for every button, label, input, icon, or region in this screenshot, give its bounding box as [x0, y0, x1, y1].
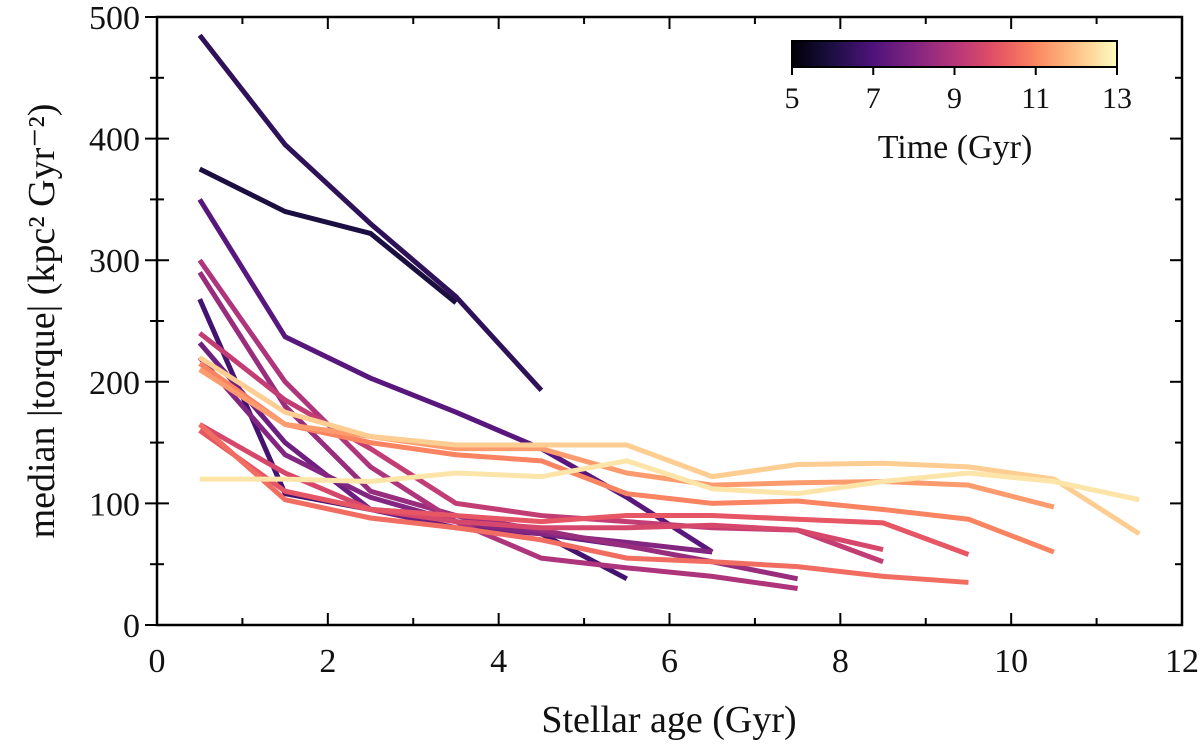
colorbar-gradient [791, 40, 1118, 68]
x-tick-label: 8 [832, 643, 849, 680]
series-line-7 [197, 258, 798, 591]
y-tick-label: 300 [89, 243, 140, 280]
series-line-9 [198, 422, 884, 553]
colorbar-tick-label: 7 [866, 82, 881, 115]
y-tick-label: 400 [89, 122, 140, 159]
x-tick-label: 6 [661, 643, 678, 680]
series-line-13 [198, 367, 1055, 510]
series-line-0 [198, 166, 458, 305]
x-tick-label: 0 [149, 643, 166, 680]
colorbar-ticks: 5 7 9 11 13 [785, 67, 1132, 115]
x-tick-label: 4 [490, 643, 507, 680]
y-axis-label: median |torque| (kpc² Gyr⁻²) [21, 104, 63, 539]
x-tick-label: 12 [1165, 643, 1199, 680]
y-tick-label: 500 [89, 0, 140, 37]
colorbar-tick-label: 13 [1102, 82, 1132, 115]
series-line-1 [197, 33, 544, 392]
y-tick-label: 100 [89, 486, 140, 523]
y-tick-label: 200 [89, 365, 140, 402]
x-axis-label: Stellar age (Gyr) [541, 699, 796, 741]
x-tick-label: 10 [994, 643, 1028, 680]
colorbar-label: Time (Gyr) [878, 129, 1033, 166]
series-line-3 [197, 198, 714, 555]
series-line-14 [198, 355, 1141, 536]
series-line-11 [198, 422, 969, 585]
series-line-15 [199, 458, 1140, 503]
y-tick-label: 0 [123, 608, 140, 645]
series-line-12 [198, 361, 1055, 555]
series-line-10 [198, 428, 970, 557]
axis-ticks: 0 2 4 6 8 10 12 0 100 200 300 400 500 [89, 0, 1199, 680]
colorbar-tick-label: 11 [1021, 82, 1050, 115]
x-tick-label: 2 [319, 643, 336, 680]
colorbar-tick-label: 5 [785, 82, 800, 115]
colorbar: 5 7 9 11 13 Time (Gyr) [785, 40, 1132, 166]
series-lines [197, 33, 1141, 591]
colorbar-tick-label: 9 [947, 82, 962, 115]
